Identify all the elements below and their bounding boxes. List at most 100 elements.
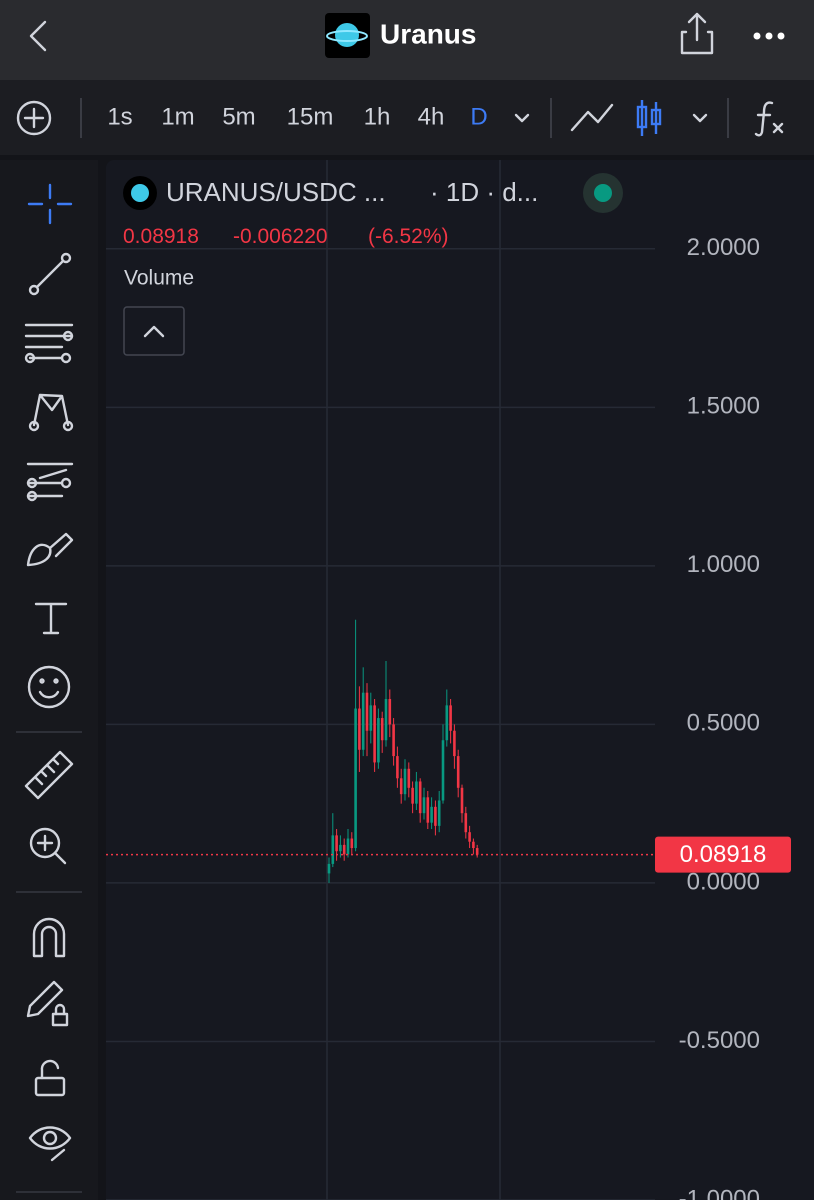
y-tick-label: 1.0000 [687,551,760,578]
candle-body [358,708,361,750]
symbol-name[interactable]: URANUS/USDC ... [166,177,386,207]
y-tick-label: 1.5000 [687,393,760,420]
emoji-tool[interactable] [27,665,71,709]
change: -0.006220 [233,225,328,248]
candle-body [475,848,479,855]
candle-body [434,806,437,826]
planet-ring [326,30,368,42]
chart-type-dropdown[interactable] [692,113,708,123]
plot: -1.0000 -0.5000 0.0000 0.5000 1.0000 1.5000 2.… [106,234,791,1200]
candle-body [472,841,475,849]
candle-body [365,692,369,731]
candle-body [449,705,452,731]
candle-body [441,740,445,801]
interval-button[interactable]: 1s [107,103,132,130]
pattern-tool[interactable] [28,393,74,432]
candle-body [445,705,449,741]
tool-separators [16,731,82,1193]
candle-body [415,781,418,804]
candle-body [384,699,388,741]
brush-tool[interactable] [26,532,74,567]
unlock-tool[interactable] [34,1059,66,1097]
candle-body [430,806,433,823]
top-bar [0,0,814,80]
candle-body [437,800,441,826]
candle-body [460,787,464,814]
crosshair-tool[interactable] [27,183,73,225]
candle-body [468,832,471,842]
back-button[interactable] [29,20,47,52]
candle-body [354,708,357,849]
interval-button[interactable]: D [470,103,487,130]
interval-button[interactable]: 1m [161,103,194,130]
study-name: Volume [124,267,194,290]
candle-body [388,699,392,725]
lock-drawings-tool[interactable] [26,980,69,1027]
price-label: 0.08918 [680,841,767,868]
price-legend: 0.08918 -0.006220 (-6.52%) [123,225,449,248]
zoom-tool[interactable] [29,827,67,865]
text-tool[interactable] [34,602,68,635]
market-status[interactable] [594,184,612,202]
add-symbol-button[interactable] [16,100,52,136]
share-button[interactable] [680,12,714,55]
candle-body [392,724,395,757]
interval-button[interactable]: 5m [222,103,255,130]
candle-body [327,863,331,874]
candle-body [426,797,430,823]
hide-tool[interactable] [28,1126,72,1162]
candle-body [369,705,373,731]
candle-body [453,730,456,757]
y-tick-label: 0.0000 [687,868,760,895]
candle-body [403,768,407,795]
candle-body [335,835,338,852]
planet [335,23,359,47]
candle-body [350,838,354,849]
candle-body [339,844,342,852]
interval-button[interactable]: 4h [418,103,445,130]
more-button[interactable] [753,32,785,40]
candle-body [377,718,380,763]
candle-body [361,692,365,750]
candle-body [422,797,426,814]
interval-button[interactable]: 15m [287,103,334,130]
symbol-interval: · 1D · d... [430,177,538,207]
magnet-tool[interactable] [32,917,66,958]
drawing-toolbar [0,160,98,1200]
candle-body [346,838,350,855]
price-label-box [655,836,791,873]
change-percent: (-6.52%) [368,225,449,248]
y-tick-label: 2.0000 [687,234,760,261]
tool-icons [24,183,74,1162]
candle-body [411,787,414,804]
interval-group: 1s 1m 5m 15m 1h 4h D [107,103,487,130]
y-tick-label: 0.5000 [687,710,760,737]
toolbar [0,80,814,155]
candle-chart-button[interactable] [636,100,662,136]
y-tick-label: -1.0000 [679,1185,760,1200]
price: 0.08918 [123,225,199,248]
interval-button[interactable]: 1h [364,103,391,130]
time-grid [326,160,501,1200]
measure-tool[interactable] [24,750,74,800]
forecast-tool[interactable] [26,462,74,502]
collapse-button[interactable] [123,306,185,356]
interval-dropdown[interactable] [514,113,530,123]
indicators-button[interactable] [754,101,784,137]
candle-body [342,844,346,855]
line-chart-button[interactable] [570,103,614,132]
candle-body [456,756,460,788]
trend-line-tool[interactable] [28,252,72,296]
candle-body [373,705,376,763]
candle-body [418,781,422,814]
chart-panel [106,160,814,1200]
candle-body [396,756,399,779]
candle-body [380,718,384,741]
collapse-chevron [143,325,165,338]
fib-tool[interactable] [24,323,74,364]
candle-body [399,778,403,795]
candle-body [331,835,335,864]
page-title: Uranus [380,18,476,49]
